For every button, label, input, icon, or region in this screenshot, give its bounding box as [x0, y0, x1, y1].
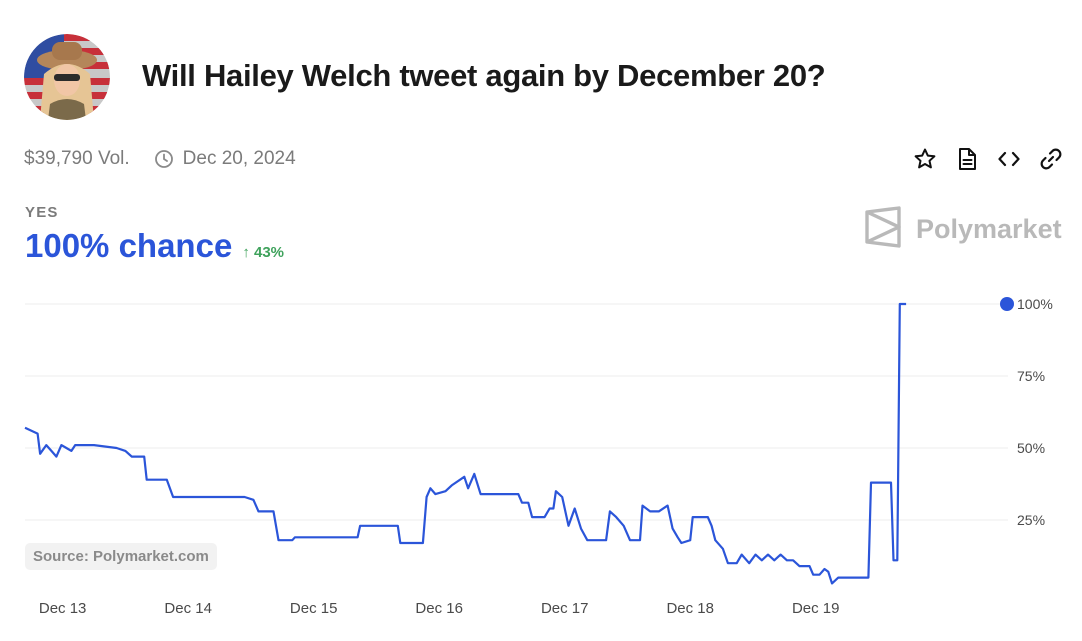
market-title: Will Hailey Welch tweet again by Decembe… — [142, 58, 826, 93]
x-tick-label: Dec 14 — [164, 600, 212, 617]
y-tick-label: 50% — [1017, 440, 1045, 456]
brand-name: Polymarket — [916, 214, 1062, 244]
code-embed-icon[interactable] — [996, 146, 1022, 172]
volume-text: $39,790 Vol. — [24, 148, 130, 169]
market-actions — [912, 146, 1064, 172]
chance-change-value: 43% — [253, 244, 285, 261]
clock-icon — [154, 149, 174, 169]
end-point-marker — [1000, 297, 1014, 311]
x-tick-label: Dec 18 — [666, 600, 714, 617]
series-layer — [24, 297, 1014, 585]
y-axis-ticks: 100% 75% 50% 25% — [1017, 296, 1053, 528]
link-icon[interactable] — [1038, 146, 1064, 172]
profile-avatar — [24, 34, 110, 120]
series-line — [24, 302, 907, 585]
end-date-text: Dec 20, 2024 — [182, 148, 296, 169]
x-tick-label: Dec 17 — [541, 600, 589, 617]
polymarket-logo-icon — [864, 206, 902, 253]
source-label: Source: Polymarket.com — [25, 543, 217, 570]
x-tick-label: Dec 19 — [792, 600, 840, 617]
y-tick-label: 75% — [1017, 368, 1045, 384]
brand-watermark: Polymarket — [864, 206, 1062, 253]
y-tick-label: 100% — [1017, 296, 1053, 312]
grid-lines — [25, 303, 1008, 521]
x-tick-label: Dec 15 — [290, 600, 338, 617]
chance-row: 100% chance ↑ 43% — [25, 227, 284, 265]
market-meta: $39,790 Vol. Dec 20, 2024 — [24, 148, 296, 170]
x-tick-label: Dec 13 — [39, 600, 87, 617]
up-arrow-icon: ↑ — [242, 244, 250, 261]
x-axis-ticks: Dec 13 Dec 14 Dec 15 Dec 16 Dec 17 Dec 18 Dec … — [39, 600, 840, 617]
chance-value: 100% chance — [25, 227, 233, 264]
y-tick-label: 25% — [1017, 512, 1045, 528]
chance-change: ↑ 43% — [242, 244, 284, 261]
document-icon[interactable] — [954, 146, 980, 172]
outcome-label: YES — [25, 204, 59, 221]
x-tick-label: Dec 16 — [415, 600, 463, 617]
star-icon[interactable] — [912, 146, 938, 172]
